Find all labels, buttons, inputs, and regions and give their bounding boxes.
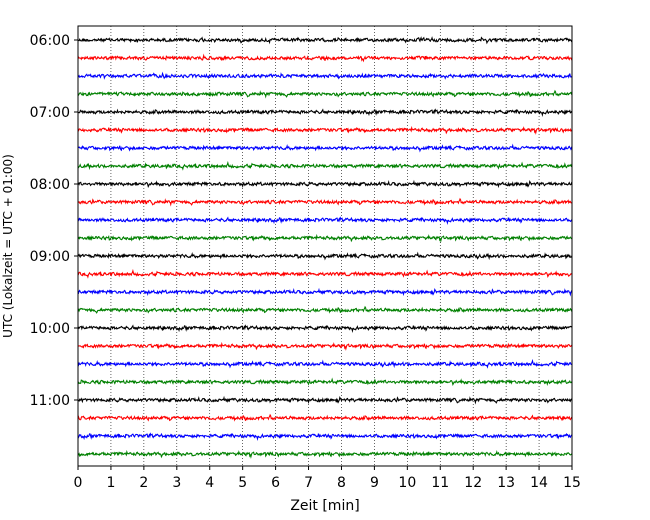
trace-0645 [77, 89, 573, 99]
trace-0845 [77, 233, 573, 243]
trace-1045 [77, 377, 573, 387]
trace-0800 [77, 179, 573, 189]
x-tick-label: 1 [106, 475, 115, 491]
x-tick-label: 9 [370, 475, 379, 491]
trace-0700 [77, 108, 573, 117]
plot-frame [77, 25, 573, 467]
x-tick-label: 11 [431, 475, 449, 491]
trace-0900 [77, 251, 573, 261]
x-tick-label: 15 [563, 475, 581, 491]
x-tick-label: 12 [464, 475, 482, 491]
x-tick-label: 8 [337, 475, 346, 491]
trace-0745 [77, 160, 573, 171]
y-tick-label: 09:00 [30, 249, 70, 265]
x-axis: 0 1 2 3 4 5 6 7 8 9 10 11 12 13 14 15 [74, 466, 581, 491]
trace-1000 [77, 324, 573, 333]
x-tick-label: 2 [139, 475, 148, 491]
x-tick-label: 7 [304, 475, 313, 491]
y-tick-label: 08:00 [30, 177, 70, 193]
trace-0815 [77, 197, 573, 207]
y-tick-label: 10:00 [30, 321, 70, 337]
x-tick-label: 5 [238, 475, 247, 491]
y-axis-label: UTC (Lokalzeit = UTC + 01:00) [1, 154, 15, 338]
x-tick-label: 3 [172, 475, 181, 491]
x-tick-label: 4 [205, 475, 214, 491]
trace-0600 [77, 36, 573, 45]
trace-1115 [77, 413, 573, 422]
trace-0915 [77, 268, 573, 279]
trace-1145 [77, 449, 573, 459]
y-tick-label: 06:00 [30, 33, 70, 49]
y-tick-label: 11:00 [30, 393, 70, 409]
seismic-traces [77, 36, 573, 459]
trace-1100 [77, 395, 573, 405]
x-tick-label: 14 [530, 475, 548, 491]
trace-1130 [77, 432, 573, 441]
trace-0830 [77, 216, 573, 225]
x-tick-label: 0 [74, 475, 83, 491]
x-axis-label: Zeit [min] [290, 498, 359, 514]
x-tick-label: 13 [497, 475, 515, 491]
x-tick-label: 10 [398, 475, 416, 491]
trace-0715 [77, 125, 573, 135]
trace-1015 [77, 341, 573, 351]
trace-0945 [77, 305, 573, 314]
trace-0730 [77, 143, 573, 153]
y-axis: 06:00 07:00 08:00 09:00 10:00 11:00 [30, 33, 78, 409]
x-tick-label: 6 [271, 475, 280, 491]
trace-0930 [77, 287, 573, 297]
trace-0615 [77, 53, 573, 63]
trace-1030 [77, 358, 573, 369]
y-tick-label: 07:00 [30, 105, 70, 121]
grid-lines [110, 26, 540, 466]
trace-0630 [77, 71, 573, 80]
